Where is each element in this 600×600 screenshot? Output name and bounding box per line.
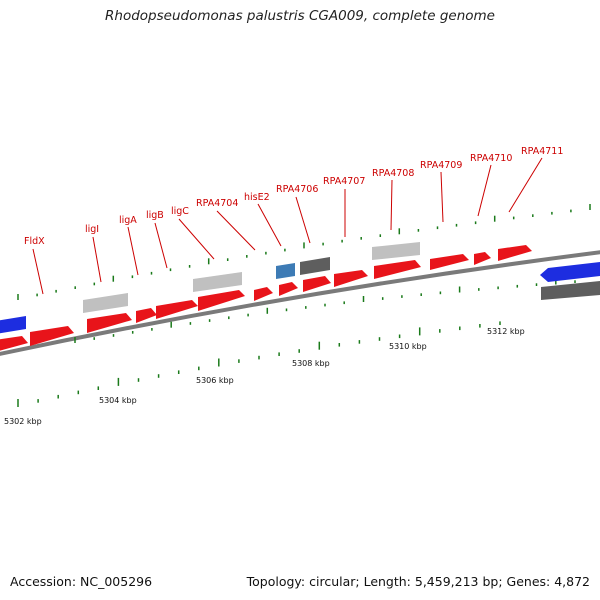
scale-label: 5304 kbp <box>99 396 137 405</box>
gene-label: ligB <box>146 210 164 221</box>
accession-text: Accession: NC_005296 <box>10 574 153 589</box>
gene-feature <box>193 272 242 292</box>
gene-feature <box>430 254 469 270</box>
gene-label: RPA4706 <box>276 184 318 195</box>
leader-line <box>295 196 311 244</box>
genome-backbone <box>0 250 600 356</box>
gene-feature <box>276 263 295 279</box>
gene-label: RPA4704 <box>196 198 238 209</box>
leader-line <box>92 236 102 283</box>
gene-label: ligC <box>171 206 189 217</box>
tick-row-inner <box>74 278 576 343</box>
leader-line <box>440 171 444 223</box>
gene-label: RPA4709 <box>420 160 462 171</box>
gene-feature <box>83 293 128 313</box>
leader-line <box>257 203 282 247</box>
gene-label: FldX <box>24 236 45 247</box>
gene-label: ligI <box>85 224 99 235</box>
tick-row-scale <box>17 321 501 407</box>
gene-feature <box>87 313 132 333</box>
gene-label: RPA4711 <box>521 146 563 157</box>
gene-feature <box>372 242 420 260</box>
scale-label: 5302 kbp <box>4 417 42 426</box>
leader-line <box>178 218 215 260</box>
gene-label: hisE2 <box>244 192 270 203</box>
gene-feature <box>303 276 331 292</box>
leader-line <box>154 222 168 269</box>
gene-label: RPA4710 <box>470 153 512 164</box>
gene-feature <box>0 316 26 334</box>
tick-row-outer <box>17 204 591 300</box>
gene-feature <box>334 270 368 287</box>
scale-label: 5312 kbp <box>487 327 525 336</box>
leader-line <box>32 248 44 295</box>
gene-feature <box>0 336 28 351</box>
gene-feature <box>30 326 74 346</box>
gene-label: ligA <box>119 215 137 226</box>
gene-label: RPA4707 <box>323 176 365 187</box>
gene-feature <box>136 308 157 323</box>
gene-feature <box>374 260 421 279</box>
gene-label-group: FldX ligI ligA ligB ligC RPA4704 hisE2 R… <box>24 146 563 295</box>
leader-line <box>390 179 393 231</box>
leader-line <box>216 210 256 251</box>
gene-feature <box>541 281 600 300</box>
scale-label: 5306 kbp <box>196 376 234 385</box>
gene-feature <box>474 252 491 265</box>
gene-feature <box>198 290 245 311</box>
gene-feature <box>156 300 198 319</box>
gene-label: RPA4708 <box>372 168 414 179</box>
gene-feature <box>498 245 532 261</box>
leader-line <box>477 164 492 217</box>
gene-feature <box>254 287 273 301</box>
scale-label: 5308 kbp <box>292 359 330 368</box>
map-title: Rhodopseudomonas palustris CGA009, compl… <box>105 8 495 24</box>
gene-feature <box>279 282 298 296</box>
genome-summary-text: Topology: circular; Length: 5,459,213 bp… <box>246 574 590 589</box>
gene-feature <box>540 262 600 282</box>
scale-label: 5310 kbp <box>389 342 427 351</box>
leader-line <box>508 157 543 213</box>
leader-line <box>127 226 139 276</box>
gene-feature <box>300 257 330 275</box>
